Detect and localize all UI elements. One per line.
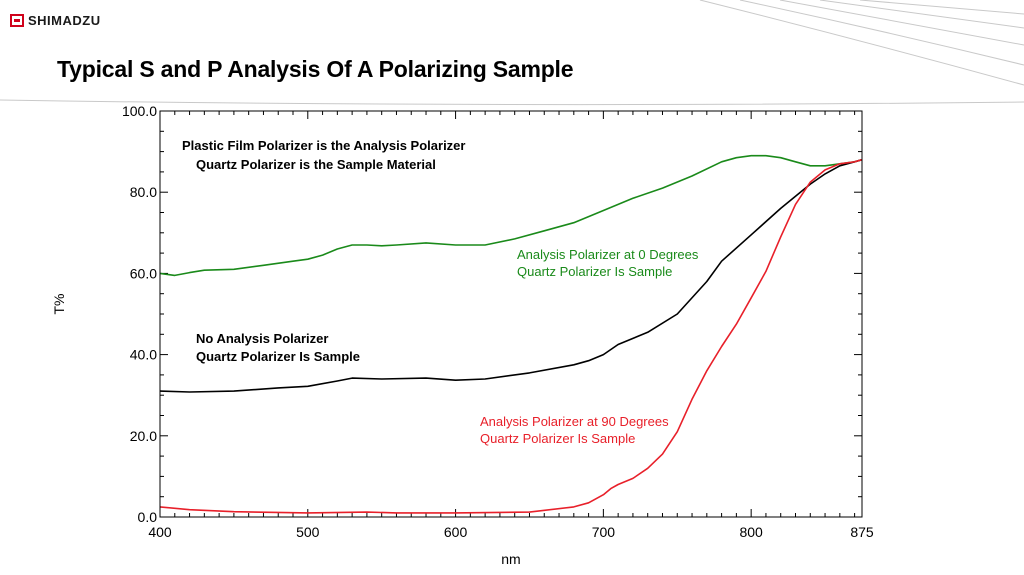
x-tick-label: 600	[444, 524, 468, 540]
annotation-0-degrees: Analysis Polarizer at 0 Degrees	[517, 247, 699, 262]
tick-labels: 400 500 600 700 800 875 0.0 20.0 40.0 60.0 80.0 100…	[122, 103, 874, 540]
series-line-analysis-0-degrees	[159, 154, 863, 277]
brand-logo: SHIMADZU	[10, 13, 101, 28]
annotation-90-degrees-sample: Quartz Polarizer Is Sample	[480, 431, 635, 446]
x-tick-label: 400	[148, 524, 172, 540]
annotation-plastic-film: Plastic Film Polarizer is the Analysis P…	[182, 138, 465, 153]
annotation-quartz-sample-material: Quartz Polarizer is the Sample Material	[196, 157, 436, 172]
y-tick-label: 40.0	[130, 347, 157, 363]
annotation-no-analysis: No Analysis Polarizer	[196, 331, 328, 346]
x-tick-label: 700	[592, 524, 616, 540]
y-tick-label: 80.0	[130, 184, 157, 200]
series-line-no-analysis-polarizer	[159, 158, 863, 393]
decorative-arcs	[0, 0, 1024, 106]
annotation-90-degrees: Analysis Polarizer at 90 Degrees	[480, 414, 669, 429]
x-axis-label: nm	[501, 551, 520, 567]
brand-name: SHIMADZU	[28, 13, 101, 28]
x-tick-label: 500	[296, 524, 320, 540]
plot-frame	[159, 110, 863, 518]
y-tick-label: 0.0	[138, 509, 158, 525]
series-line-analysis-90-degrees	[159, 158, 863, 514]
x-tick-label: 875	[850, 524, 874, 540]
annotation-no-analysis-sample: Quartz Polarizer Is Sample	[196, 349, 360, 364]
y-tick-label: 20.0	[130, 428, 157, 444]
y-axis-label: T%	[51, 294, 67, 315]
page-title: Typical S and P Analysis Of A Polarizing…	[57, 56, 574, 82]
tick-marks	[159, 110, 862, 518]
series-group	[159, 154, 863, 514]
shimadzu-logo-icon	[10, 14, 24, 27]
y-tick-label: 60.0	[130, 265, 157, 281]
annotation-0-degrees-sample: Quartz Polarizer Is Sample	[517, 264, 672, 279]
x-tick-label: 800	[739, 524, 763, 540]
y-tick-label: 100.0	[122, 103, 157, 119]
